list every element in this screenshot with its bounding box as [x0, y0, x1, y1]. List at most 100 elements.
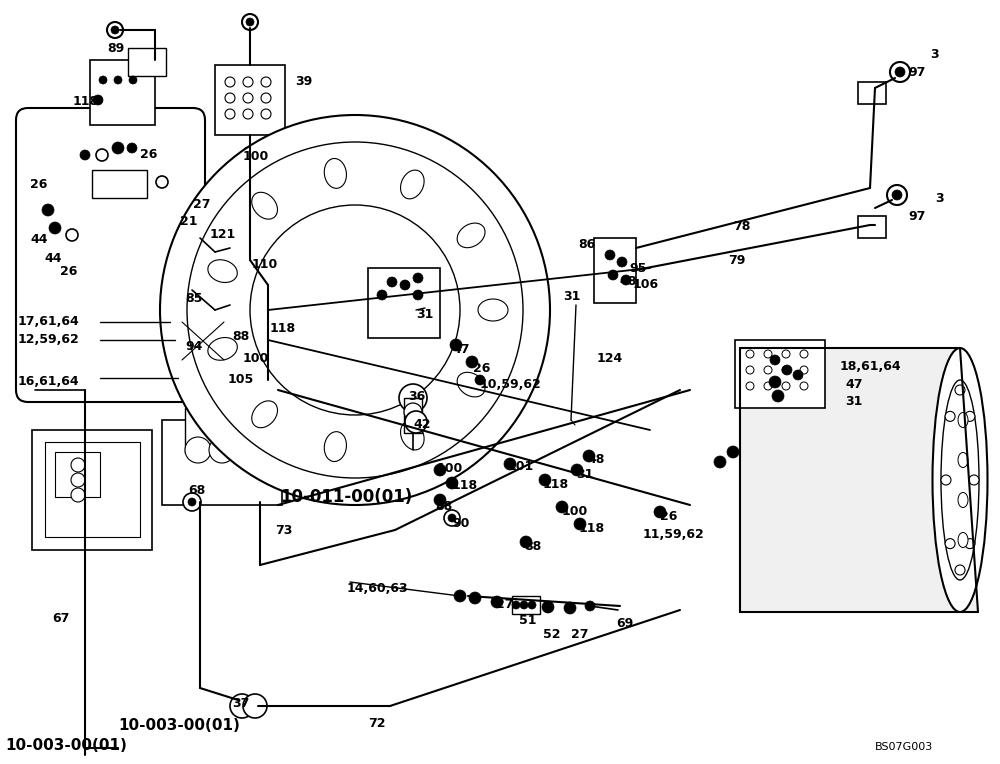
Text: 73: 73 — [275, 524, 292, 537]
Text: 100: 100 — [562, 505, 588, 518]
Circle shape — [107, 22, 123, 38]
Circle shape — [782, 350, 790, 358]
Ellipse shape — [252, 401, 277, 428]
Circle shape — [520, 536, 532, 548]
Text: 67: 67 — [52, 612, 69, 625]
Ellipse shape — [324, 158, 346, 189]
Circle shape — [404, 403, 422, 421]
Circle shape — [450, 339, 462, 351]
Circle shape — [246, 18, 254, 26]
Text: 27: 27 — [496, 598, 514, 611]
Text: 31: 31 — [416, 308, 433, 321]
Circle shape — [99, 76, 107, 84]
Text: 44: 44 — [44, 252, 62, 265]
Text: 79: 79 — [728, 254, 745, 267]
Text: 95: 95 — [629, 262, 646, 275]
Circle shape — [955, 385, 965, 395]
Bar — [368, 268, 440, 338]
Circle shape — [42, 204, 54, 216]
Circle shape — [475, 375, 485, 385]
Circle shape — [965, 411, 975, 422]
Circle shape — [80, 150, 90, 160]
Ellipse shape — [457, 372, 485, 397]
Ellipse shape — [457, 223, 485, 248]
Text: 121: 121 — [210, 228, 236, 241]
Circle shape — [887, 185, 907, 205]
Circle shape — [617, 257, 627, 267]
Bar — [45, 442, 140, 537]
Bar — [32, 430, 152, 550]
Text: 85: 85 — [185, 292, 202, 305]
Text: 17,61,64: 17,61,64 — [18, 315, 80, 328]
Circle shape — [413, 273, 423, 283]
Bar — [228, 325, 263, 360]
Circle shape — [945, 539, 955, 549]
Text: 72: 72 — [368, 717, 386, 730]
Text: 44: 44 — [30, 233, 48, 246]
Text: 12,59,62: 12,59,62 — [18, 333, 80, 346]
Circle shape — [764, 366, 772, 374]
Circle shape — [764, 382, 772, 390]
Text: 14,60,63: 14,60,63 — [347, 582, 409, 595]
Text: 21: 21 — [180, 215, 198, 228]
Circle shape — [800, 350, 808, 358]
Text: 88: 88 — [232, 330, 249, 343]
Circle shape — [770, 355, 780, 365]
Text: 47: 47 — [845, 378, 862, 391]
Circle shape — [263, 328, 273, 338]
Text: 31: 31 — [563, 290, 580, 303]
Circle shape — [114, 76, 122, 84]
Text: 16,61,64: 16,61,64 — [18, 375, 80, 388]
Text: 11,59,62: 11,59,62 — [643, 528, 705, 541]
Circle shape — [800, 366, 808, 374]
Text: 31: 31 — [576, 468, 593, 481]
Circle shape — [782, 366, 790, 374]
Text: 110: 110 — [252, 258, 278, 271]
Circle shape — [243, 694, 267, 718]
Text: 124: 124 — [597, 352, 623, 365]
Text: 36: 36 — [408, 390, 425, 403]
Circle shape — [400, 280, 410, 290]
Text: 37: 37 — [232, 697, 249, 710]
Text: 88: 88 — [435, 500, 452, 513]
Text: 100: 100 — [437, 462, 463, 475]
Circle shape — [895, 67, 905, 77]
Text: 118: 118 — [73, 95, 99, 108]
Bar — [90, 60, 155, 125]
Bar — [215, 65, 285, 135]
Circle shape — [377, 290, 387, 300]
Circle shape — [969, 475, 979, 485]
Circle shape — [448, 514, 456, 522]
Circle shape — [111, 26, 119, 34]
Circle shape — [469, 592, 481, 604]
Circle shape — [71, 473, 85, 487]
Text: 47: 47 — [452, 343, 470, 356]
Text: 27: 27 — [193, 198, 210, 211]
Text: 10-003-00(01): 10-003-00(01) — [5, 738, 127, 753]
Bar — [594, 238, 636, 303]
Text: 26: 26 — [60, 265, 77, 278]
Text: 3: 3 — [935, 192, 944, 205]
Text: 97: 97 — [908, 210, 925, 223]
Circle shape — [504, 458, 516, 470]
Text: 69: 69 — [616, 617, 633, 630]
Text: 26: 26 — [140, 148, 157, 161]
Text: 94: 94 — [185, 340, 202, 353]
Ellipse shape — [958, 452, 968, 468]
Bar — [128, 48, 166, 76]
Circle shape — [434, 494, 446, 506]
Circle shape — [261, 77, 271, 87]
Text: 31: 31 — [845, 395, 862, 408]
Circle shape — [156, 176, 168, 188]
Ellipse shape — [958, 413, 968, 428]
Circle shape — [225, 109, 235, 119]
Text: 18,61,64: 18,61,64 — [840, 360, 902, 373]
Circle shape — [243, 147, 253, 157]
Text: 42: 42 — [413, 418, 430, 431]
Circle shape — [556, 501, 568, 513]
Circle shape — [466, 356, 478, 368]
Circle shape — [608, 270, 618, 280]
Circle shape — [585, 601, 595, 611]
Circle shape — [93, 95, 103, 105]
Bar — [162, 420, 282, 505]
